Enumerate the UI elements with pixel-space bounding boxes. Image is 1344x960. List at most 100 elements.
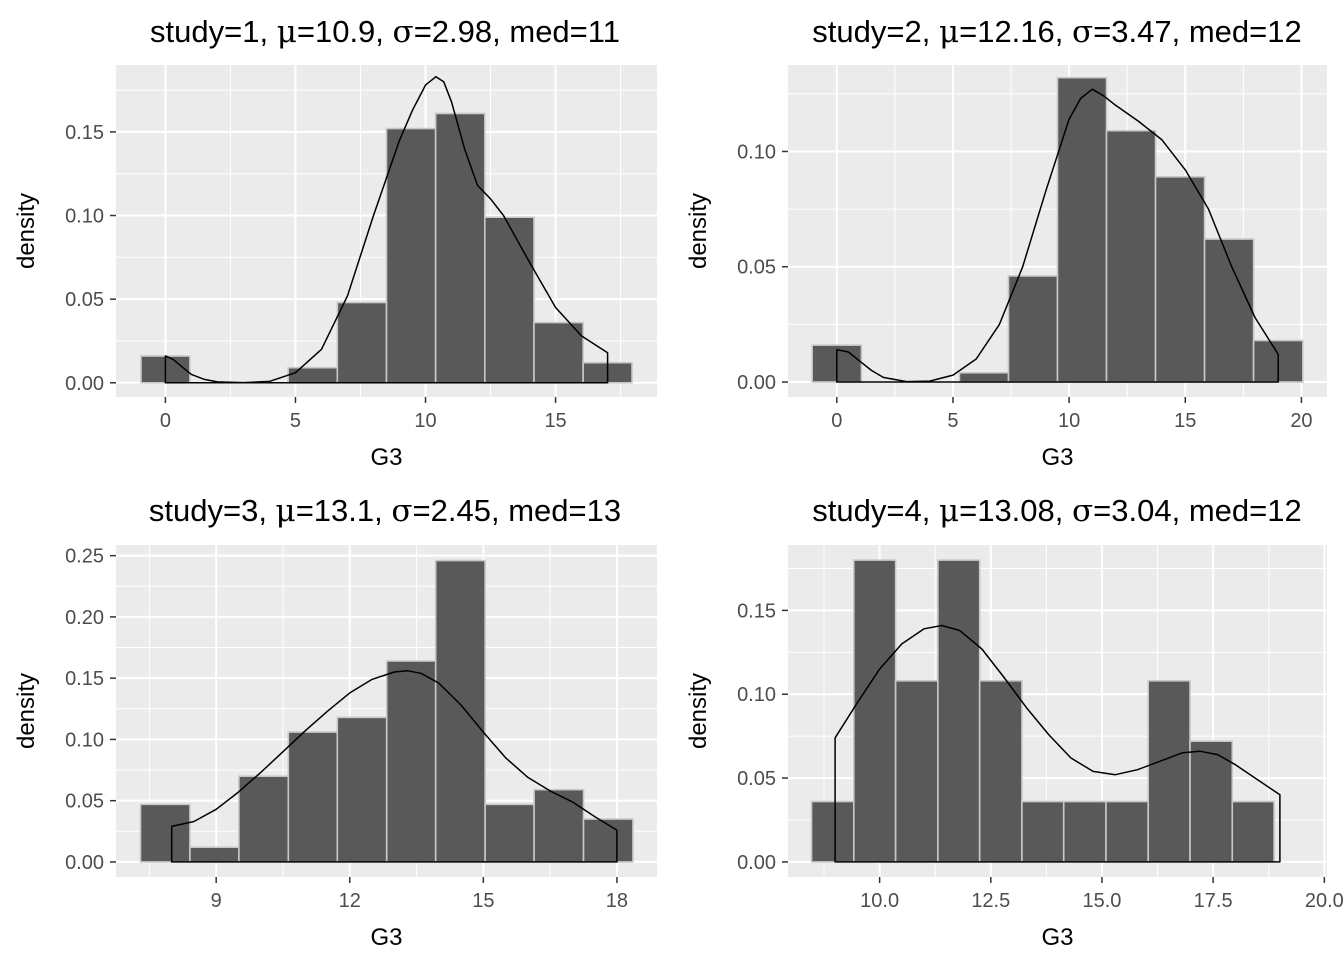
histogram-bar <box>1147 680 1191 863</box>
y-tick-label: 0.00 <box>65 852 104 874</box>
x-tick-label: 15.0 <box>1083 890 1122 912</box>
title-prefix: study=2, <box>812 14 939 49</box>
histogram-bar <box>336 716 388 863</box>
x-tick-label: 0 <box>831 410 842 432</box>
y-tick-label: 0.00 <box>737 852 776 874</box>
x-tick-label: 10.0 <box>860 890 899 912</box>
x-tick-label: 15 <box>472 890 494 912</box>
y-tick-label: 0.10 <box>65 729 104 751</box>
histogram-bar <box>287 366 339 384</box>
histogram-bar <box>336 301 388 384</box>
panel-title: study=4, μ=13.08, σ=3.04, med=12 <box>812 493 1301 529</box>
y-tick-label: 0.20 <box>65 607 104 629</box>
histogram-bar <box>1154 176 1206 383</box>
density-curve <box>834 624 1281 863</box>
title-prefix: study=4, <box>812 493 939 528</box>
x-tick-label: 5 <box>290 410 301 432</box>
histogram-bar <box>434 112 486 384</box>
histogram-bar <box>189 846 240 863</box>
histogram-bar <box>894 680 939 863</box>
histogram-bar <box>1062 800 1107 863</box>
histogram-bar <box>978 680 1023 863</box>
panel-title: study=2, μ=12.16, σ=3.47, med=12 <box>812 14 1301 50</box>
title-mu-text: =10.9, <box>297 14 393 49</box>
histogram-bar <box>958 371 1010 383</box>
panel-title: study=1, μ=10.9, σ=2.98, med=11 <box>150 14 620 50</box>
x-axis-title: G3 <box>1041 444 1073 471</box>
y-tick-label: 0.25 <box>65 546 104 568</box>
title-mu-text: =13.08, <box>959 493 1072 528</box>
x-tick-label: 15 <box>544 410 566 432</box>
panel-1: 0 5 10 15 0.00 0.05 0.10 0.15 G3 density study=1, … <box>13 14 657 471</box>
histogram-bar <box>484 803 535 863</box>
x-tick-label: 10 <box>1058 410 1080 432</box>
histogram-bar <box>853 559 897 863</box>
title-mu-symbol: μ <box>939 14 959 50</box>
y-tick-label: 0.10 <box>737 141 776 163</box>
x-tick-label: 17.5 <box>1194 890 1233 912</box>
y-tick-label: 0.05 <box>65 289 104 311</box>
histogram-bar <box>238 775 290 863</box>
density-curve <box>170 670 618 863</box>
density-curve <box>836 88 1279 383</box>
y-tick-label: 0.05 <box>65 791 104 813</box>
y-tick-label: 0.10 <box>737 684 776 706</box>
title-mu-symbol: μ <box>276 493 296 529</box>
y-axis-title: density <box>685 193 712 269</box>
histogram-bar <box>139 803 191 863</box>
y-tick-label: 0.10 <box>65 206 104 228</box>
title-sigma-symbol: σ <box>1072 493 1093 529</box>
x-tick-label: 12.5 <box>971 890 1010 912</box>
histogram-bar <box>533 321 584 384</box>
histogram-bar <box>533 788 585 863</box>
histogram-bar <box>582 818 634 863</box>
histogram-bar <box>1105 129 1157 383</box>
title-sigma-text: =3.04, med=12 <box>1093 493 1302 528</box>
x-tick-label: 5 <box>947 410 958 432</box>
histogram-bar <box>1105 800 1150 863</box>
histogram-bar <box>385 127 437 384</box>
x-tick-label: 20 <box>1290 410 1312 432</box>
title-mu-symbol: μ <box>277 14 297 50</box>
histogram-bar <box>434 559 486 863</box>
panel-4: 10.0 12.5 15.0 17.5 20.0 0.00 0.05 0.10 0.15 G3 de… <box>685 493 1344 951</box>
title-sigma-text: =3.47, med=12 <box>1093 14 1302 49</box>
y-axis-title: density <box>685 673 712 749</box>
histogram-bar <box>1007 275 1059 383</box>
x-tick-label: 12 <box>339 890 361 912</box>
y-tick-label: 0.00 <box>65 373 104 395</box>
histogram-bar <box>287 731 339 863</box>
histogram-bar <box>1021 800 1065 863</box>
histogram-bar <box>484 216 535 384</box>
title-sigma-symbol: σ <box>393 14 414 50</box>
x-axis-title: G3 <box>1041 924 1073 951</box>
x-tick-label: 15 <box>1174 410 1196 432</box>
y-tick-label: 0.15 <box>737 600 776 622</box>
title-sigma-symbol: σ <box>391 493 412 529</box>
y-tick-label: 0.05 <box>737 257 776 279</box>
title-mu-symbol: μ <box>939 493 959 529</box>
x-tick-label: 10 <box>414 410 436 432</box>
y-axis-title: density <box>13 193 40 269</box>
y-tick-label: 0.05 <box>737 768 776 790</box>
histogram-bar <box>810 800 855 863</box>
y-tick-label: 0.15 <box>65 668 104 690</box>
title-sigma-text: =2.45, med=13 <box>413 493 622 528</box>
x-tick-label: 20.0 <box>1305 890 1344 912</box>
histogram-bar <box>1231 800 1275 863</box>
title-mu-text: =12.16, <box>959 14 1072 49</box>
y-tick-label: 0.00 <box>737 372 776 394</box>
x-tick-label: 0 <box>160 410 171 432</box>
x-tick-label: 18 <box>606 890 628 912</box>
y-axis-title: density <box>13 673 40 749</box>
density-curve <box>164 75 609 384</box>
title-sigma-symbol: σ <box>1072 14 1093 50</box>
y-tick-label: 0.15 <box>65 122 104 144</box>
title-prefix: study=3, <box>149 493 276 528</box>
title-sigma-text: =2.98, med=11 <box>414 14 620 49</box>
x-axis-title: G3 <box>370 444 402 471</box>
title-prefix: study=1, <box>150 14 277 49</box>
